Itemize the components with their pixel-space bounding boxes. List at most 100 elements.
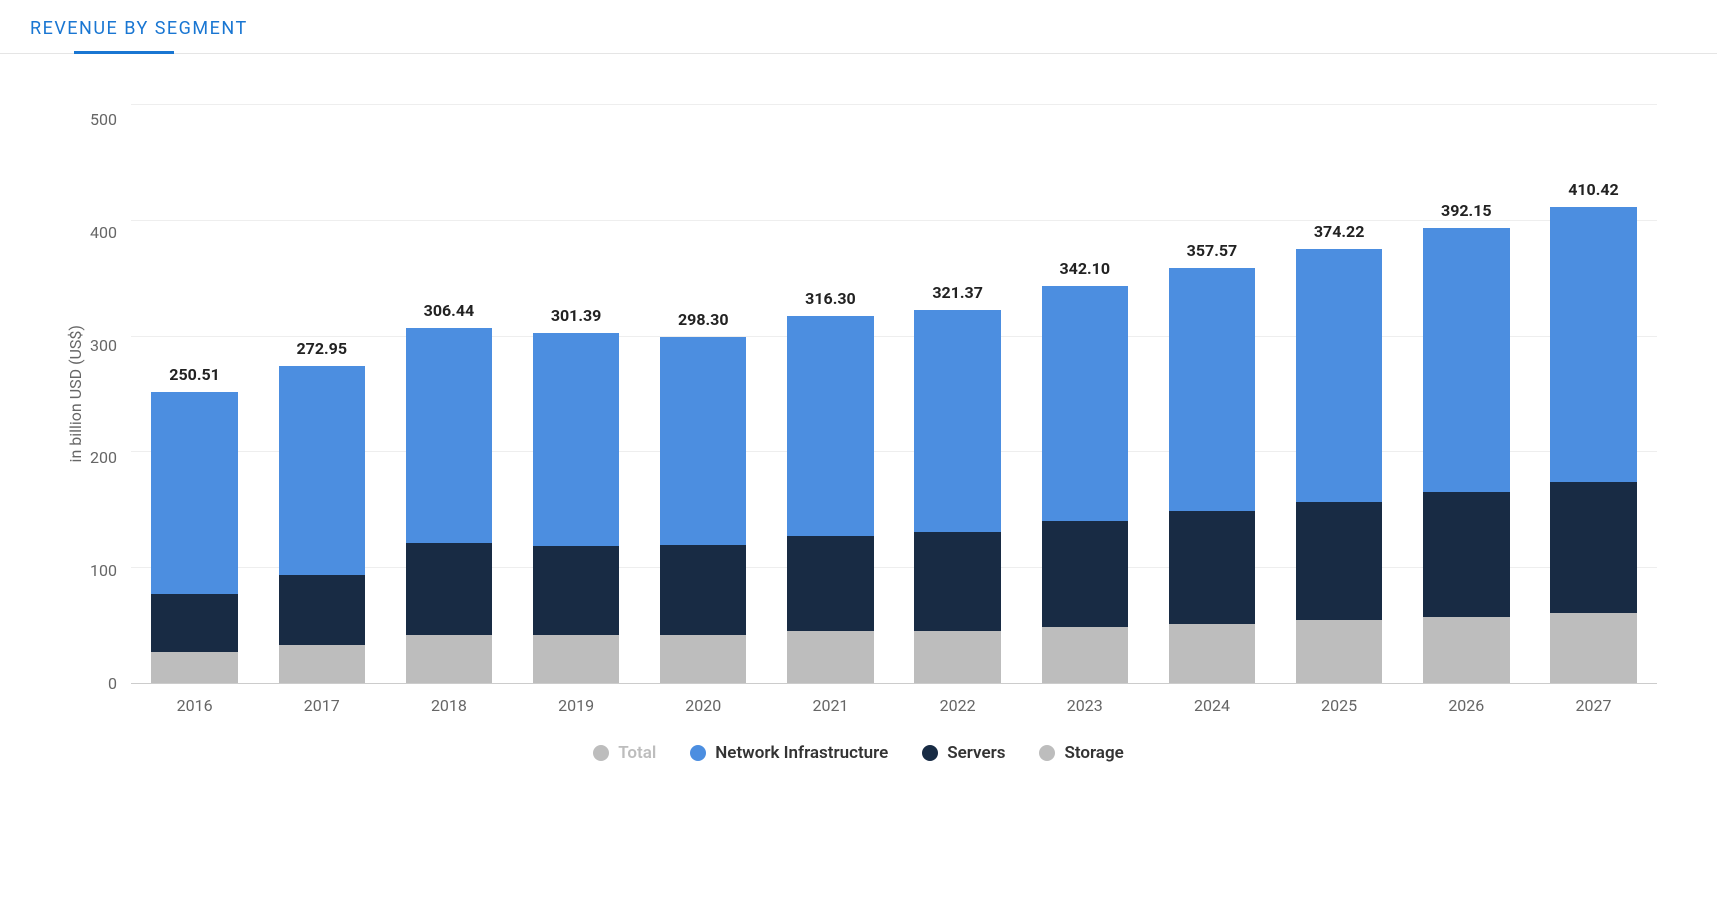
- bar-segment-network_infrastructure[interactable]: [1550, 207, 1636, 482]
- bar-total-label: 342.10: [1060, 259, 1111, 278]
- bar-segment-storage[interactable]: [279, 645, 365, 683]
- x-tick: 2020: [640, 696, 767, 715]
- bar-segment-servers[interactable]: [1296, 502, 1382, 620]
- legend-swatch: [690, 745, 706, 761]
- bar-stack[interactable]: [1550, 207, 1636, 683]
- bar-slot: 392.15: [1403, 104, 1530, 683]
- bar-total-label: 298.30: [678, 310, 729, 329]
- bar-total-label: 357.57: [1187, 241, 1238, 260]
- bar-stack[interactable]: [660, 337, 746, 683]
- x-tick: 2018: [385, 696, 512, 715]
- legend-item-servers[interactable]: Servers: [922, 743, 1005, 763]
- bar-segment-storage[interactable]: [1169, 624, 1255, 683]
- bar-total-label: 321.37: [932, 283, 983, 302]
- x-tick: 2017: [258, 696, 385, 715]
- bar-segment-servers[interactable]: [787, 536, 873, 631]
- bar-segment-storage[interactable]: [1550, 613, 1636, 683]
- y-tick: 400: [90, 225, 117, 241]
- y-tick: 500: [90, 112, 117, 128]
- bar-stack[interactable]: [1296, 249, 1382, 683]
- bar-segment-servers[interactable]: [151, 594, 237, 652]
- bar-segment-storage[interactable]: [1423, 617, 1509, 683]
- bar-segment-network_infrastructure[interactable]: [787, 316, 873, 536]
- y-tick: 300: [90, 338, 117, 354]
- bar-total-label: 316.30: [805, 289, 856, 308]
- plot-area: 250.51 272.95 306.44 301.39 298.30 316.30 321.…: [131, 104, 1657, 684]
- bar-stack[interactable]: [406, 328, 492, 683]
- bar-stack[interactable]: [1423, 228, 1509, 683]
- bar-segment-servers[interactable]: [1169, 511, 1255, 624]
- legend-item-network_infrastructure[interactable]: Network Infrastructure: [690, 743, 888, 763]
- x-tick: 2022: [894, 696, 1021, 715]
- bar-stack[interactable]: [279, 366, 365, 683]
- bar-segment-storage[interactable]: [533, 635, 619, 683]
- bar-segment-network_infrastructure[interactable]: [1296, 249, 1382, 502]
- bar-segment-network_infrastructure[interactable]: [151, 392, 237, 593]
- bar-stack[interactable]: [787, 316, 873, 683]
- bar-slot: 357.57: [1148, 104, 1275, 683]
- legend-item-storage[interactable]: Storage: [1039, 743, 1123, 763]
- bar-total-label: 301.39: [551, 306, 602, 325]
- bar-total-label: 410.42: [1568, 180, 1619, 199]
- bar-slot: 374.22: [1276, 104, 1403, 683]
- bar-slot: 250.51: [131, 104, 258, 683]
- legend-swatch: [593, 745, 609, 761]
- x-axis-ticks: 2016201720182019202020212022202320242025…: [131, 696, 1657, 715]
- x-tick: 2026: [1403, 696, 1530, 715]
- bar-segment-servers[interactable]: [533, 546, 619, 635]
- bar-total-label: 306.44: [424, 301, 475, 320]
- bar-segment-servers[interactable]: [406, 543, 492, 636]
- y-tick: 100: [90, 563, 117, 579]
- x-axis-zone: 2016201720182019202020212022202320242025…: [90, 684, 1657, 715]
- bar-segment-servers[interactable]: [279, 575, 365, 645]
- legend-swatch: [922, 745, 938, 761]
- chart-container: in billion USD (US$) 500 400 300 200 100 0 25…: [0, 54, 1717, 793]
- bar-slot: 301.39: [513, 104, 640, 683]
- bar-slot: 272.95: [258, 104, 385, 683]
- bar-segment-storage[interactable]: [151, 652, 237, 683]
- bar-segment-network_infrastructure[interactable]: [1042, 286, 1128, 520]
- x-tick: 2025: [1276, 696, 1403, 715]
- bar-segment-servers[interactable]: [1423, 492, 1509, 617]
- y-axis-label: in billion USD (US$): [66, 325, 85, 462]
- bar-segment-servers[interactable]: [660, 545, 746, 635]
- bar-segment-network_infrastructure[interactable]: [1169, 268, 1255, 511]
- bar-segment-network_infrastructure[interactable]: [406, 328, 492, 543]
- bar-slot: 321.37: [894, 104, 1021, 683]
- x-tick: 2021: [767, 696, 894, 715]
- bar-segment-servers[interactable]: [1550, 482, 1636, 613]
- bar-segment-network_infrastructure[interactable]: [1423, 228, 1509, 491]
- bar-total-label: 250.51: [169, 365, 220, 384]
- bars-row: 250.51 272.95 306.44 301.39 298.30 316.30 321.…: [131, 104, 1657, 683]
- y-axis-ticks: 5004003002001000: [90, 104, 131, 684]
- y-axis-label-wrap: in billion USD (US$): [60, 104, 90, 684]
- bar-segment-network_infrastructure[interactable]: [660, 337, 746, 545]
- bar-stack[interactable]: [151, 392, 237, 683]
- bar-segment-storage[interactable]: [406, 635, 492, 683]
- y-tick: 0: [108, 676, 117, 692]
- bar-segment-storage[interactable]: [914, 631, 1000, 683]
- legend-label: Total: [618, 743, 656, 763]
- bar-segment-storage[interactable]: [660, 635, 746, 683]
- legend-swatch: [1039, 745, 1055, 761]
- bar-stack[interactable]: [533, 333, 619, 683]
- legend-label: Storage: [1064, 743, 1123, 763]
- y-tick: 200: [90, 450, 117, 466]
- bar-segment-servers[interactable]: [1042, 521, 1128, 628]
- bar-stack[interactable]: [1042, 286, 1128, 683]
- bar-segment-storage[interactable]: [1296, 620, 1382, 683]
- legend-item-total[interactable]: Total: [593, 743, 656, 763]
- bar-slot: 342.10: [1021, 104, 1148, 683]
- bar-stack[interactable]: [1169, 268, 1255, 683]
- bar-slot: 306.44: [385, 104, 512, 683]
- bar-segment-network_infrastructure[interactable]: [914, 310, 1000, 532]
- bar-segment-storage[interactable]: [1042, 627, 1128, 683]
- bar-segment-network_infrastructure[interactable]: [533, 333, 619, 546]
- bar-stack[interactable]: [914, 310, 1000, 683]
- legend-label: Servers: [947, 743, 1005, 763]
- bar-segment-network_infrastructure[interactable]: [279, 366, 365, 575]
- bar-segment-storage[interactable]: [787, 631, 873, 683]
- x-tick: 2019: [513, 696, 640, 715]
- bar-total-label: 272.95: [296, 339, 347, 358]
- bar-segment-servers[interactable]: [914, 532, 1000, 631]
